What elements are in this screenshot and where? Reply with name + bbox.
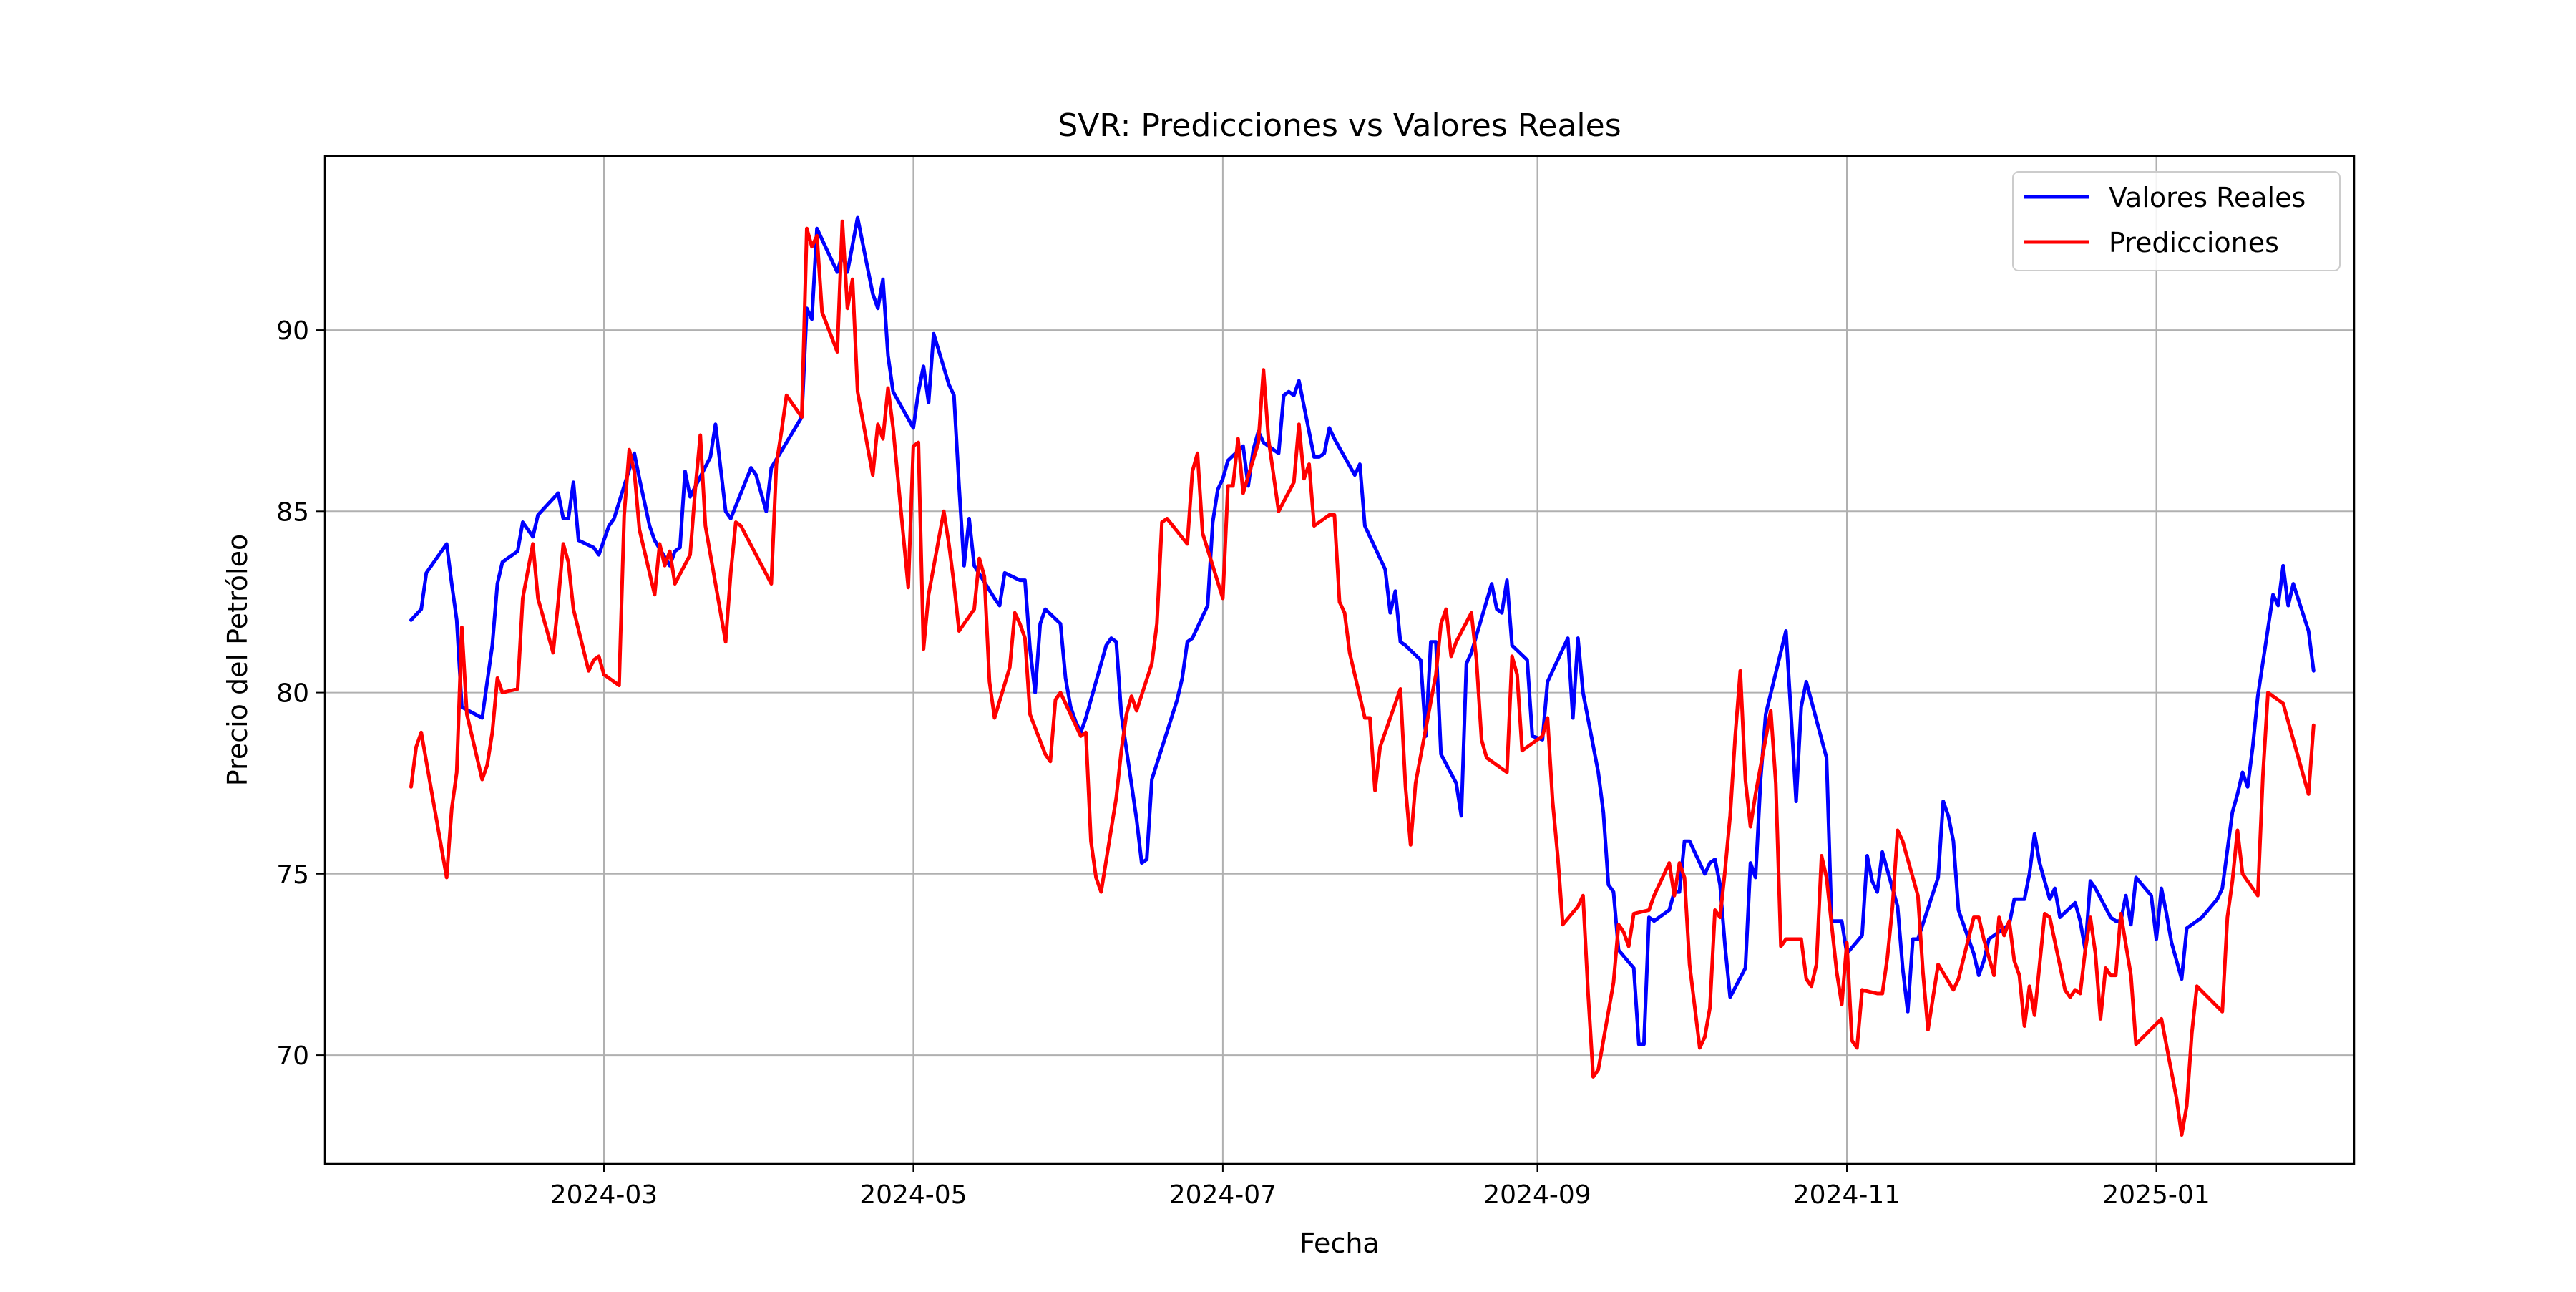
x-tick-label: 2024-09 <box>1483 1180 1591 1210</box>
y-tick-label: 75 <box>276 860 309 890</box>
y-tick-label: 85 <box>276 497 309 527</box>
series-line-valores-reales <box>409 215 2316 1046</box>
series-group <box>409 215 2316 1137</box>
legend-label-predicciones: Predicciones <box>2109 227 2279 258</box>
x-tick-label: 2025-01 <box>2102 1180 2210 1210</box>
y-tick-label: 80 <box>276 679 309 709</box>
x-tick-label: 2024-07 <box>1169 1180 1277 1210</box>
legend-box <box>2012 171 2341 271</box>
y-axis-label: Precio del Petróleo <box>222 534 253 786</box>
legend-label-valores-reales: Valores Reales <box>2109 182 2306 213</box>
y-tick-label: 90 <box>276 316 309 346</box>
y-tick-label: 70 <box>276 1041 309 1071</box>
x-tick-label: 2024-05 <box>859 1180 967 1210</box>
grid <box>325 156 2354 1164</box>
plot-area-frame <box>323 155 2356 1165</box>
axis-ticks: 2024-03 2024-05 2024-07 2024-09 2024-11 2025-… <box>276 316 2210 1210</box>
chart-title: SVR: Predicciones vs Valores Reales <box>1058 107 1621 144</box>
legend: Valores Reales Predicciones <box>2012 171 2341 271</box>
x-tick-label: 2024-11 <box>1793 1180 1901 1210</box>
series-line-predicciones <box>409 219 2316 1137</box>
x-tick-label: 2024-03 <box>550 1180 658 1210</box>
x-axis-label: Fecha <box>1299 1228 1379 1259</box>
